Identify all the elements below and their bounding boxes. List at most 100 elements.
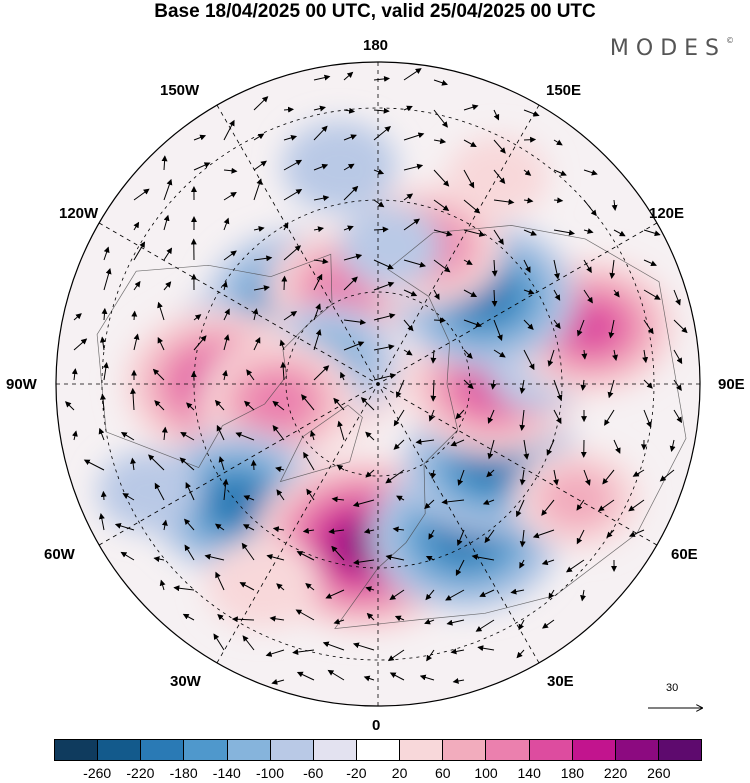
wind-arrow [313, 163, 329, 171]
wind-arrow [373, 259, 394, 270]
map-title: Base 18/04/2025 00 UTC, valid 25/04/2025… [154, 1, 596, 22]
wind-arrow [246, 369, 255, 381]
wind-arrow [463, 379, 474, 390]
wind-arrow [292, 648, 315, 655]
wind-arrow [581, 349, 588, 360]
wind-arrow [325, 589, 345, 599]
wind-arrow [583, 289, 593, 304]
wind-arrow [565, 559, 585, 573]
wind-arrow [313, 329, 322, 351]
wind-arrow [186, 402, 195, 411]
wind-arrow [283, 159, 303, 171]
wind-arrow [510, 588, 525, 595]
wind-arrow [352, 559, 375, 566]
wind-arrow [519, 559, 525, 569]
wind-arrow [313, 74, 331, 81]
wind-arrow [279, 339, 286, 351]
wind-arrow [296, 671, 315, 681]
anomaly-field [97, 120, 677, 633]
wind-arrow [213, 633, 225, 651]
vector-scale: 30 [646, 682, 706, 722]
wind-arrow [403, 193, 414, 201]
wind-arrow [101, 307, 108, 321]
wind-arrow [352, 499, 375, 508]
wind-arrow [331, 496, 345, 503]
wind-arrow [272, 400, 285, 411]
wind-arrow [428, 409, 435, 422]
wind-arrow [373, 126, 391, 141]
wind-arrow [163, 281, 172, 291]
wind-arrow [632, 469, 645, 477]
wind-arrow [403, 218, 420, 231]
wind-arrow [373, 373, 397, 381]
wind-arrow [352, 642, 375, 651]
wind-arrow [426, 649, 435, 662]
wind-arrow [103, 246, 110, 261]
wind-arrow [216, 424, 225, 441]
wind-arrow [337, 420, 345, 441]
wind-arrow [424, 499, 435, 510]
wind-arrow [463, 229, 486, 237]
wind-arrow [282, 222, 289, 231]
colorbar-swatch [270, 740, 314, 760]
colorbar-swatch [658, 740, 702, 760]
lon-label-0: 0 [372, 717, 381, 734]
lon-label-60e: 60E [671, 546, 698, 563]
lon-label-120e: 120E [649, 205, 685, 222]
wind-arrow [283, 245, 302, 261]
wind-arrow [373, 313, 396, 321]
wind-arrow [523, 169, 532, 176]
wind-arrow [331, 545, 345, 561]
wind-arrow [609, 259, 616, 279]
wind-arrow [491, 259, 498, 277]
wind-arrow [98, 512, 105, 531]
colorbar-swatch [55, 740, 99, 760]
anomaly-contour [97, 449, 200, 532]
wind-arrow [373, 226, 389, 233]
wind-arrow [433, 289, 440, 301]
wind-arrow [553, 139, 563, 146]
wind-arrow [553, 319, 561, 330]
colorbar-tick-label: 220 [603, 765, 628, 781]
wind-arrow [393, 439, 405, 450]
wind-arrow [328, 528, 345, 535]
wind-arrow [235, 432, 255, 441]
wind-arrow [553, 289, 561, 301]
wind-arrow [281, 275, 288, 291]
wind-arrow [430, 349, 437, 364]
wind-arrow [669, 439, 676, 453]
reference-arrow [648, 682, 706, 722]
wind-arrow [433, 229, 453, 237]
wind-arrow [343, 71, 354, 81]
wind-arrow [276, 489, 285, 501]
wind-arrow [642, 349, 649, 364]
wind-arrow [433, 317, 446, 324]
wind-arrow [463, 319, 483, 328]
colorbar-tick-label: 60 [435, 765, 451, 781]
wind-arrow [161, 426, 168, 441]
wind-arrow [519, 529, 526, 548]
wind-arrow [673, 349, 683, 365]
wind-arrow [180, 432, 195, 441]
colorbar-swatch [227, 740, 271, 760]
colorbar-tick-label: -140 [212, 765, 241, 781]
wind-arrow [430, 379, 437, 402]
wind-arrow [333, 618, 345, 625]
wind-arrow [471, 554, 495, 561]
wind-arrow [120, 551, 135, 561]
wind-arrow [343, 107, 356, 114]
wind-arrow [313, 226, 325, 233]
wind-arrow [253, 160, 267, 171]
wind-arrow [486, 469, 495, 478]
wind-arrow [265, 649, 285, 657]
wind-arrow [463, 139, 477, 148]
wind-arrow [103, 268, 112, 291]
wind-arrow [313, 125, 328, 141]
wind-arrow [215, 571, 225, 591]
wind-arrow [457, 469, 465, 486]
wind-arrow [365, 431, 375, 441]
wind-arrow [424, 618, 435, 625]
wind-arrow [612, 349, 618, 361]
wind-arrow [223, 334, 230, 351]
wind-arrow [628, 529, 645, 537]
